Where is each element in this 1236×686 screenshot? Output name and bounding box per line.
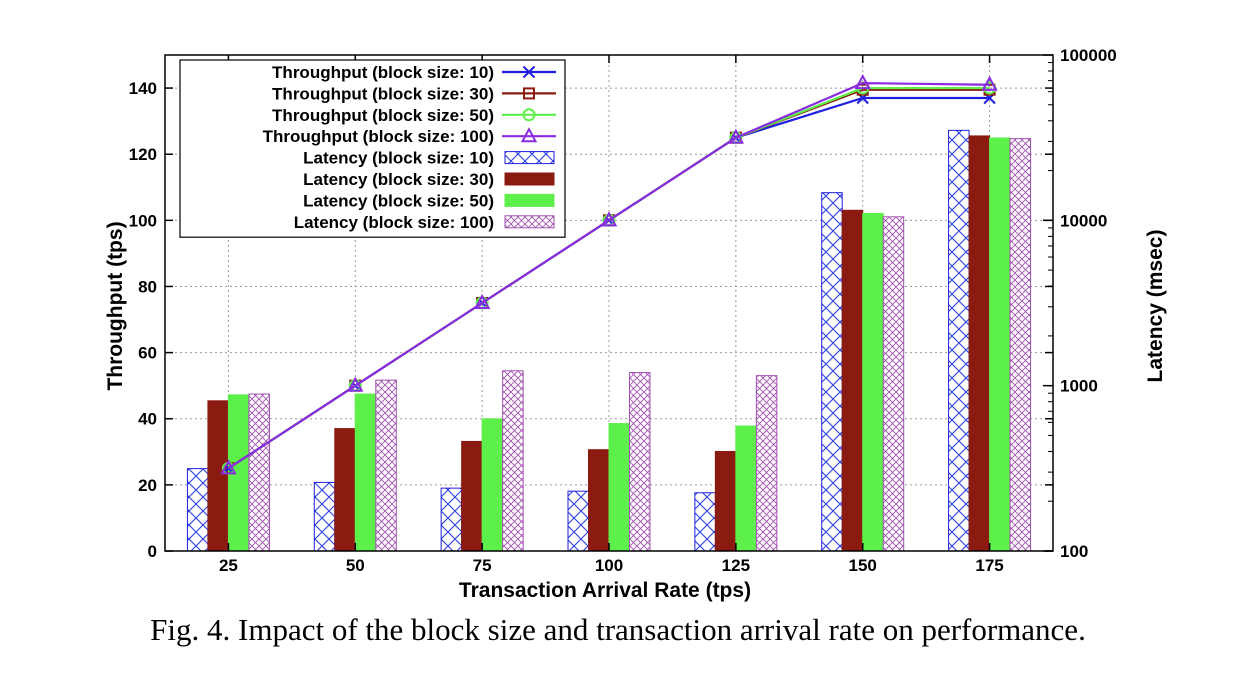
y-left-tick-label: 120 <box>129 145 157 164</box>
y-left-tick-label: 60 <box>138 344 157 363</box>
legend-label: Latency (block size: 50) <box>303 191 494 210</box>
latency-bar <box>629 372 651 552</box>
y-right-tick-label: 1000 <box>1060 377 1098 396</box>
throughput-point <box>347 376 364 392</box>
y-left-tick-label: 40 <box>138 410 157 429</box>
latency-bar <box>440 487 463 552</box>
legend-label: Latency (block size: 100) <box>294 213 494 232</box>
legend-marker <box>523 87 535 100</box>
latency-bar <box>821 192 843 552</box>
latency-bar <box>608 423 630 552</box>
latency-bar <box>186 468 209 552</box>
latency-bar <box>588 449 610 552</box>
y-axis-left-title: Throughput (tps) <box>104 221 127 390</box>
legend-label: Latency (block size: 30) <box>303 170 494 189</box>
latency-bar <box>882 216 905 552</box>
y-left-tick-label: 80 <box>138 277 157 296</box>
latency-bar <box>207 400 229 552</box>
legend-bar-swatch <box>504 151 555 165</box>
x-tick-label: 175 <box>975 556 1003 575</box>
latency-bar <box>375 379 397 552</box>
throughput-line <box>227 82 990 470</box>
latency-bar <box>1009 138 1032 552</box>
latency-bar <box>989 137 1011 552</box>
throughput-point <box>473 293 491 309</box>
y-left-tick-label: 100 <box>129 211 157 230</box>
x-tick-label: 50 <box>346 556 365 575</box>
latency-bar <box>248 393 270 552</box>
y-left-tick-label: 0 <box>148 542 157 561</box>
figure-caption: Fig. 4. Impact of the block size and tra… <box>150 612 1086 647</box>
legend-box <box>179 59 566 238</box>
x-tick-label: 125 <box>722 556 750 575</box>
y-left-tick-label: 140 <box>129 79 157 98</box>
latency-bar <box>755 375 778 552</box>
latency-bar <box>948 129 970 552</box>
latency-bar <box>735 425 757 552</box>
legend-bar-swatch <box>504 193 555 207</box>
throughput-point <box>727 128 745 144</box>
legend-bar-swatch <box>504 172 555 186</box>
latency-bars <box>186 129 1032 552</box>
x-tick-label: 100 <box>595 556 623 575</box>
axes: 0 20 40 60 80 100 120 140 100 1000 10000 100000 25 50… <box>129 46 1117 575</box>
legend-label: Throughput (block size: 10) <box>272 63 494 82</box>
y-right-tick-label: 100 <box>1060 542 1088 561</box>
legend-label: Throughput (block size: 30) <box>272 84 494 103</box>
latency-bar <box>714 450 737 552</box>
latency-bar <box>481 418 504 552</box>
latency-bar <box>841 209 864 552</box>
legend: Throughput (block size: 10) Throughput (b… <box>179 59 566 238</box>
latency-bar <box>313 481 336 552</box>
throughput-point <box>981 75 998 91</box>
chart-canvas: 0 20 40 60 80 100 120 140 100 1000 10000 100000 25 50… <box>104 46 1167 602</box>
y-axis-right-title: Latency (msec) <box>1144 230 1167 383</box>
throughput-point <box>854 74 871 90</box>
throughput-point <box>600 211 618 227</box>
legend-marker <box>520 127 538 143</box>
y-left-tick-label: 20 <box>138 476 157 495</box>
throughput-lines <box>220 74 998 475</box>
legend-marker <box>522 108 536 122</box>
latency-bar <box>502 370 524 552</box>
y-right-tick-label: 10000 <box>1060 211 1107 230</box>
latency-bar <box>968 135 991 552</box>
throughput-point <box>220 459 237 475</box>
x-axis-title: Transaction Arrival Rate (tps) <box>459 579 751 602</box>
x-tick-label: 75 <box>473 556 492 575</box>
y-right-tick-label: 100000 <box>1060 46 1117 65</box>
latency-bar <box>354 393 377 552</box>
legend-label: Latency (block size: 10) <box>303 149 494 168</box>
latency-bar <box>461 440 483 552</box>
legend-label: Throughput (block size: 50) <box>272 106 494 125</box>
latency-bar <box>694 492 716 552</box>
x-tick-label: 150 <box>849 556 877 575</box>
legend-marker <box>522 65 536 79</box>
latency-bar <box>862 212 884 552</box>
latency-bar <box>334 428 356 552</box>
legend-bar-swatch <box>504 215 555 229</box>
x-tick-label: 25 <box>219 556 238 575</box>
legend-label: Throughput (block size: 100) <box>263 127 494 146</box>
latency-bar <box>567 490 589 552</box>
